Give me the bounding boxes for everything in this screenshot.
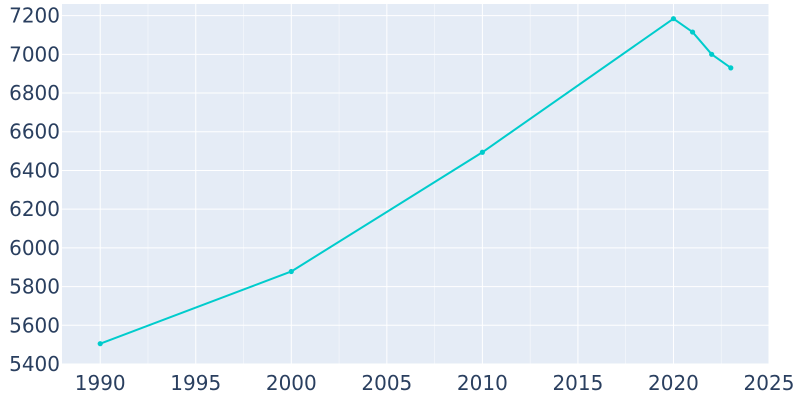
series [97,16,734,347]
x-tick-label: 2010 [457,371,508,395]
data-point [97,341,103,347]
y-tick-label: 6600 [9,120,60,144]
data-point [670,16,677,22]
grid [62,4,770,365]
plot-background [62,4,769,364]
x-tick-label: 1990 [75,371,126,395]
x-tick-label: 2005 [361,371,412,395]
x-tick-label: 2020 [648,371,699,395]
y-tick-label: 5400 [9,352,60,376]
data-point [689,29,696,35]
y-tick-label: 6000 [9,236,60,260]
y-tick-label: 6800 [9,81,60,105]
y-tick-label: 5800 [9,275,60,299]
data-point [709,51,715,57]
x-tick-label: 2025 [744,371,795,395]
y-tick-label: 6400 [9,158,60,182]
x-tick-label: 2000 [266,371,317,395]
axes: 1990 1995 2000 2005 2010 2015 2020 2025 5400 5600… [9,4,794,395]
data-point [728,65,734,71]
y-tick-label: 6200 [9,197,60,221]
data-point [288,268,294,275]
y-tick-label: 5600 [9,313,60,337]
y-tick-label: 7000 [9,42,60,66]
data-point [479,149,485,155]
x-tick-label: 2015 [552,371,603,395]
y-tick-label: 7200 [9,4,60,28]
x-tick-label: 1995 [170,371,221,395]
